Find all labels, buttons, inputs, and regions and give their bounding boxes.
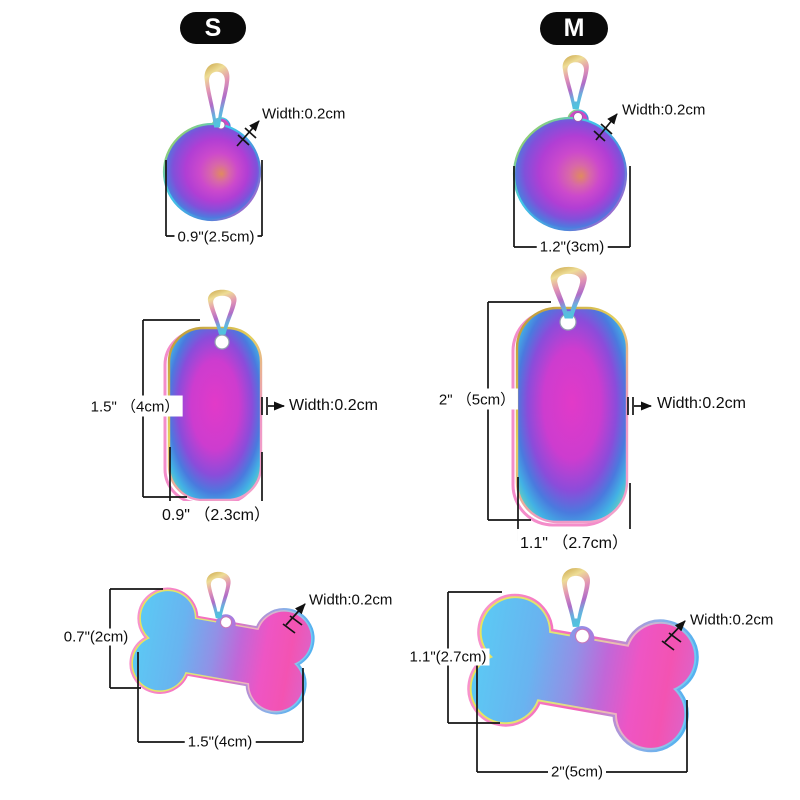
dog-tag-m (487, 266, 652, 542)
dog-tag-m-width-label: 1.1" （2.7cm） (517, 529, 631, 553)
size-badge-m-label: M (563, 14, 585, 42)
round-m-width-label: 1.2"(3cm) (536, 238, 608, 256)
bone-tag-m-body (466, 592, 700, 754)
bone-tag-s-thickness-arrow (285, 603, 306, 626)
dog-tag-s-body (167, 326, 263, 502)
bone-tag-m-thickness-arrow (664, 620, 686, 643)
dog-tag-s-height-label: 1.5" （4cm） (87, 395, 183, 417)
round-s-width-label: 0.9"(2.5cm) (174, 228, 258, 246)
dog-tag-s-width-label: 0.9" （2.3cm） (159, 501, 273, 525)
bone-tag-m-bail (561, 568, 591, 627)
round-tag-s-thickness-ticks (237, 127, 257, 146)
round-m-thickness-label: Width:0.2cm (622, 101, 706, 119)
dog-tag-m-height-bracket (487, 301, 551, 521)
round-tag-m-body (512, 116, 628, 232)
bone-s-thickness-label: Width:0.2cm (309, 591, 393, 609)
round-tag-m (512, 54, 631, 248)
size-badge-s-label: S (204, 13, 222, 42)
dog-tag-m-height-label: 2" （5cm） (435, 388, 519, 410)
bone-m-height-label: 1.1"(2.7cm) (406, 648, 490, 666)
round-s-thickness-label: Width:0.2cm (262, 105, 346, 123)
bone-m-thickness-label: Width:0.2cm (690, 611, 774, 629)
bone-s-height-label: 0.7"(2cm) (60, 628, 132, 646)
dog-tag-s-thickness-label: Width:0.2cm (289, 397, 378, 414)
size-badge-s: S (180, 12, 246, 44)
dog-tag-m-thickness-label: Width:0.2cm (657, 395, 746, 412)
size-badge-m: M (540, 12, 608, 45)
round-tag-s-thickness-arrow (236, 120, 260, 147)
bone-tag-s-bail (206, 571, 231, 619)
bone-m-width-label: 2"(5cm) (548, 763, 606, 781)
dog-tag-s-thickness-ticks (261, 397, 268, 415)
bone-tag-s-hole (220, 616, 233, 629)
round-tag-m-thickness-arrow (595, 113, 618, 141)
round-tag-s (162, 63, 263, 237)
dog-tag-m-body (515, 306, 629, 524)
dog-tag-s (142, 289, 285, 514)
round-tag-s-body (162, 122, 262, 222)
bone-tag-m-hole (574, 628, 590, 644)
round-tag-m-bail (562, 54, 589, 110)
round-tag-s-bail (204, 63, 230, 128)
bone-s-width-label: 1.5"(4cm) (184, 733, 256, 751)
bone-tag-m (447, 568, 700, 773)
dog-tag-m-thickness-ticks (627, 397, 634, 415)
bone-tag-s (109, 571, 315, 743)
dog-tag-s-hole (214, 334, 230, 350)
round-tag-m-hole (573, 112, 583, 122)
